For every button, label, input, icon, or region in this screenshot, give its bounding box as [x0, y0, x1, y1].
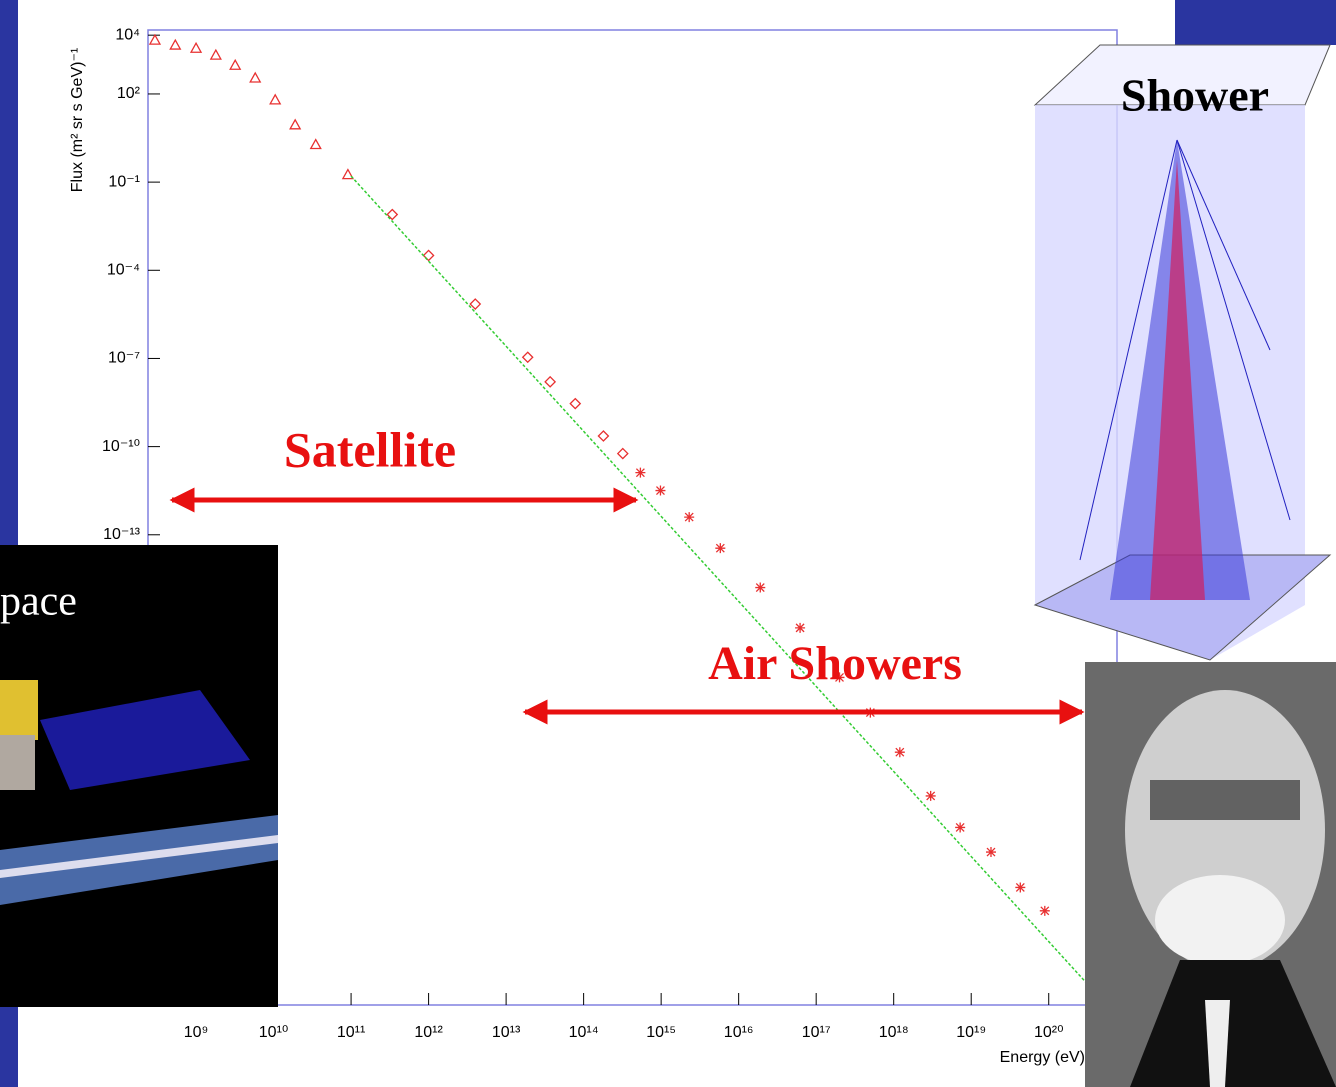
portrait-photo [1085, 662, 1336, 1087]
air-showers-label: Air Showers [708, 637, 962, 690]
x-tick-label: 10¹⁵ [646, 1024, 676, 1041]
photo-beard [1155, 875, 1285, 965]
data-point [715, 543, 726, 554]
x-tick-label: 10¹⁰ [259, 1024, 289, 1041]
data-point [597, 430, 610, 442]
x-tick-label: 10⁹ [184, 1024, 209, 1041]
x-tick-label: 10¹⁶ [724, 1024, 754, 1041]
y-tick-label: 10⁻¹ [108, 173, 140, 190]
y-tick-label: 10⁻¹³ [103, 526, 141, 543]
shower-track [1176, 139, 1271, 351]
data-point [229, 58, 242, 70]
x-tick-label: 10¹³ [492, 1024, 521, 1041]
data-point [249, 71, 262, 83]
satellite-image: pace [0, 545, 278, 1007]
data-point [269, 93, 282, 105]
x-tick-label: 10¹⁴ [569, 1024, 599, 1041]
plot: 10⁴ 10² 10⁻¹ 10⁻⁴ 10⁻⁷ 10⁻¹⁰ 10⁻¹³ 10⁹ 10¹⁰ 10¹¹ 1… [102, 26, 1118, 1041]
shower-core [1150, 160, 1205, 600]
slide-corner [1175, 0, 1336, 45]
data-point [635, 467, 646, 478]
x-tick-label: 10²⁰ [1034, 1024, 1064, 1041]
x-tick-label: 10¹⁸ [879, 1024, 909, 1041]
data-point [309, 138, 322, 150]
data-point [341, 168, 355, 180]
data-point [834, 672, 845, 683]
x-tick-label: 10¹¹ [337, 1024, 365, 1041]
shower-illustration: Shower [1033, 44, 1332, 661]
data-point [684, 512, 695, 523]
y-tick-label: 10² [117, 85, 141, 102]
data-point [755, 582, 766, 593]
data-point [655, 485, 666, 496]
satellite-body [0, 680, 38, 740]
data-point [148, 33, 162, 45]
data-point [616, 447, 629, 460]
data-point [469, 298, 482, 310]
data-point [422, 249, 435, 262]
photo-coat [1130, 960, 1336, 1087]
data-point [985, 847, 996, 858]
y-tick-label: 10⁴ [115, 26, 140, 43]
shower-label: Shower [1121, 70, 1269, 121]
data-point [1015, 882, 1026, 893]
data-point [169, 38, 182, 50]
data-point [544, 375, 557, 388]
photo-collar [1205, 1000, 1230, 1087]
satellite-base [0, 735, 35, 790]
data-point [386, 208, 399, 221]
data-point [925, 790, 936, 801]
y-tick-label: 10⁻⁷ [108, 350, 140, 367]
x-axis-label: Energy (eV) [1000, 1049, 1085, 1066]
data-point [521, 351, 534, 364]
y-tick-label: 10⁻¹⁰ [102, 438, 140, 455]
shower-box-floor [1033, 554, 1332, 661]
shower-track [1079, 139, 1178, 561]
y-axis-label: Flux (m² sr s GeV)⁻¹ [69, 48, 86, 192]
x-tick-label: 10¹⁹ [956, 1024, 986, 1041]
data-point [289, 118, 302, 130]
data-point [569, 397, 582, 410]
data-point [209, 48, 222, 60]
satellite-label: Satellite [284, 421, 456, 477]
satellite-caption: pace [0, 579, 77, 625]
y-tick-label: 10⁻⁴ [107, 262, 140, 279]
data-point [795, 622, 806, 633]
x-tick-label: 10¹⁷ [802, 1024, 831, 1041]
data-point [1039, 905, 1050, 916]
solar-panel [40, 690, 250, 790]
x-tick-label: 10¹² [414, 1024, 443, 1041]
data-point [894, 747, 905, 758]
earth-glow [0, 835, 278, 878]
shower-track [1176, 139, 1291, 521]
data-point [189, 41, 203, 53]
photo-glasses [1150, 780, 1300, 820]
fit-line [350, 175, 1087, 983]
data-point [955, 822, 966, 833]
